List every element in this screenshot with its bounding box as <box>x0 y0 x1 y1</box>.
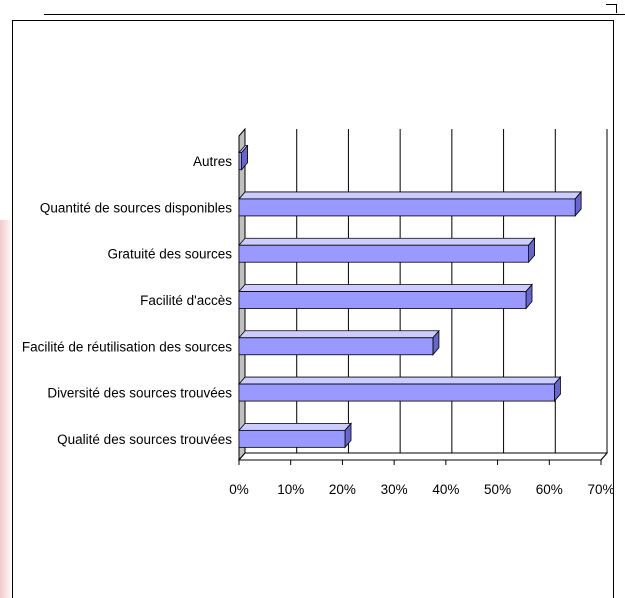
chart-frame <box>12 20 614 598</box>
decorative-side-gradient <box>0 220 12 598</box>
x-tick-label: 30% <box>381 482 408 497</box>
bar-top-face <box>238 376 562 385</box>
bar-top-face <box>238 237 536 246</box>
category-label: Facilité d'accès <box>140 293 232 308</box>
bar <box>238 144 249 171</box>
x-tick-label: 10% <box>277 482 304 497</box>
bar <box>238 190 583 218</box>
bar-front-face <box>238 198 576 217</box>
bar-top-face <box>238 191 583 200</box>
bar-front-face <box>238 337 434 356</box>
category-labels: Autres Quantité de sources disponibles Gra… <box>22 154 232 447</box>
bar <box>238 237 536 264</box>
x-tick-label: 20% <box>329 482 356 497</box>
bar <box>238 329 440 356</box>
bar-front-face <box>238 291 527 309</box>
x-tick-label: 70% <box>587 482 614 497</box>
bar-front-face <box>238 244 530 263</box>
top-rule <box>44 14 625 15</box>
x-tick-label: 40% <box>432 482 459 497</box>
bar <box>238 422 352 449</box>
bars <box>238 144 583 449</box>
category-label: Diversité des sources trouvées <box>47 386 232 401</box>
bar-front-face <box>238 152 242 171</box>
floor <box>237 452 609 461</box>
x-tick-labels: 0% 10% 20% 30% 40% 50% 60% 70% <box>229 482 614 497</box>
bar-top-face <box>238 284 533 292</box>
category-label: Autres <box>193 154 232 169</box>
category-label: Gratuité des sources <box>107 247 232 262</box>
bar <box>238 375 562 403</box>
category-label: Quantité de sources disponibles <box>40 200 232 215</box>
bar-top-face <box>238 422 352 431</box>
bar <box>238 283 533 310</box>
bar-front-face <box>238 383 555 402</box>
x-tick-label: 50% <box>484 482 511 497</box>
x-tick-label: 60% <box>536 482 563 497</box>
x-tick-label: 0% <box>229 482 249 497</box>
category-label: Qualité des sources trouvées <box>57 432 232 447</box>
bar-front-face <box>238 429 346 448</box>
bar-top-face <box>238 330 440 339</box>
category-label: Facilité de réutilisation des sources <box>22 339 232 354</box>
corner-mark <box>606 4 617 13</box>
